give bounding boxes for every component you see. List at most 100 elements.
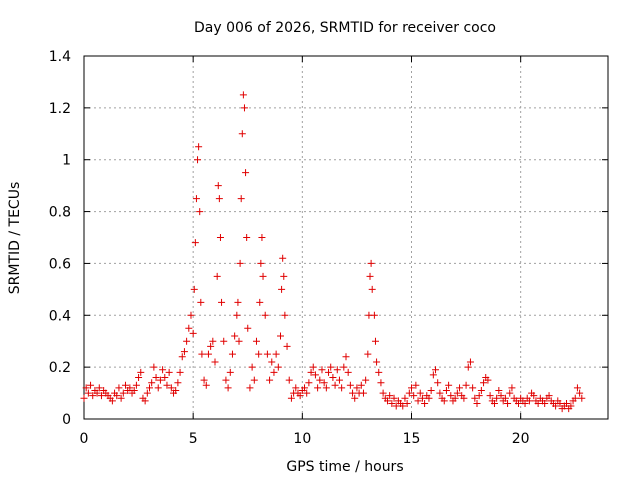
data-point xyxy=(84,389,92,397)
data-point xyxy=(240,104,248,112)
data-point xyxy=(316,376,324,384)
data-point xyxy=(340,363,348,371)
data-point xyxy=(130,386,138,394)
data-point xyxy=(183,337,191,345)
data-point xyxy=(126,384,134,392)
data-point xyxy=(296,392,304,400)
data-point xyxy=(351,394,359,402)
y-axis-label: SRMTID / TECUs xyxy=(7,182,23,295)
data-point xyxy=(272,350,280,358)
data-point xyxy=(148,379,156,387)
data-point xyxy=(383,397,391,405)
data-point xyxy=(342,353,350,361)
data-point xyxy=(344,368,352,376)
data-point xyxy=(338,384,346,392)
data-point xyxy=(353,384,361,392)
data-point xyxy=(97,392,105,400)
data-point xyxy=(445,381,453,389)
y-tick-label: 0.8 xyxy=(49,205,71,221)
data-point xyxy=(331,381,339,389)
data-point xyxy=(218,298,226,306)
data-point xyxy=(161,374,169,382)
data-point xyxy=(325,368,333,376)
data-point xyxy=(237,195,245,203)
data-point xyxy=(178,353,186,361)
plot-frame xyxy=(83,55,609,420)
data-point xyxy=(246,384,254,392)
data-point xyxy=(314,384,322,392)
data-point xyxy=(117,394,125,402)
data-point xyxy=(480,379,488,387)
data-point xyxy=(530,392,538,400)
x-tick-label: 20 xyxy=(512,431,530,447)
data-point xyxy=(541,399,549,407)
data-point xyxy=(462,381,470,389)
data-point xyxy=(256,298,264,306)
data-point xyxy=(250,376,258,384)
data-point xyxy=(346,381,354,389)
data-point xyxy=(195,143,203,151)
data-point xyxy=(159,366,167,374)
data-point xyxy=(202,381,210,389)
data-point xyxy=(399,402,407,410)
data-point xyxy=(257,259,265,267)
data-point xyxy=(322,384,330,392)
data-point xyxy=(412,381,420,389)
data-point xyxy=(563,399,571,407)
data-point xyxy=(242,169,250,177)
data-point xyxy=(236,259,244,267)
x-axis-label: GPS time / hours xyxy=(286,459,403,475)
data-point xyxy=(146,384,153,392)
data-point xyxy=(303,389,311,397)
data-point xyxy=(243,234,251,241)
data-point xyxy=(425,394,433,402)
data-point xyxy=(261,311,269,319)
data-point xyxy=(135,374,143,382)
y-tick-label: 1.2 xyxy=(49,101,71,117)
data-point xyxy=(414,397,422,405)
data-point xyxy=(408,384,415,392)
chart-title: Day 006 of 2026, SRMTID for receiver coc… xyxy=(194,20,496,36)
y-tick-label: 0 xyxy=(62,412,71,428)
data-point xyxy=(191,239,199,247)
data-point xyxy=(373,358,381,366)
data-point xyxy=(176,368,184,376)
data-point xyxy=(252,337,260,345)
data-point xyxy=(209,337,217,345)
data-point xyxy=(416,389,424,397)
data-point xyxy=(207,342,215,350)
data-point xyxy=(80,394,88,402)
x-tick-label: 0 xyxy=(80,431,89,447)
data-point xyxy=(165,368,173,376)
data-point xyxy=(281,311,289,319)
data-point xyxy=(432,366,440,374)
data-point xyxy=(192,195,200,203)
data-point xyxy=(357,381,365,389)
data-point xyxy=(305,379,313,387)
data-point xyxy=(484,376,492,384)
data-point xyxy=(456,384,464,392)
data-point xyxy=(214,182,222,190)
data-point xyxy=(469,384,477,392)
data-point xyxy=(215,195,223,203)
data-point xyxy=(506,389,514,397)
data-point xyxy=(143,389,151,397)
data-point xyxy=(185,324,193,332)
data-point xyxy=(200,376,208,384)
data-point xyxy=(190,285,198,293)
data-point xyxy=(180,348,188,356)
data-point xyxy=(163,381,171,389)
data-point xyxy=(552,402,560,410)
data-point xyxy=(379,389,387,397)
data-point xyxy=(466,358,474,366)
data-point xyxy=(327,363,335,371)
data-point xyxy=(405,389,413,397)
data-point xyxy=(501,394,509,402)
data-point xyxy=(255,350,263,358)
data-point xyxy=(545,392,553,400)
data-point xyxy=(427,386,435,394)
data-point xyxy=(556,399,564,407)
data-points xyxy=(80,91,586,413)
data-point xyxy=(493,394,501,402)
data-point xyxy=(392,402,400,410)
